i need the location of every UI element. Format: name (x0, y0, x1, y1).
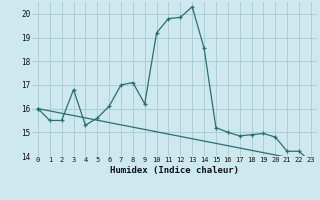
X-axis label: Humidex (Indice chaleur): Humidex (Indice chaleur) (110, 166, 239, 175)
